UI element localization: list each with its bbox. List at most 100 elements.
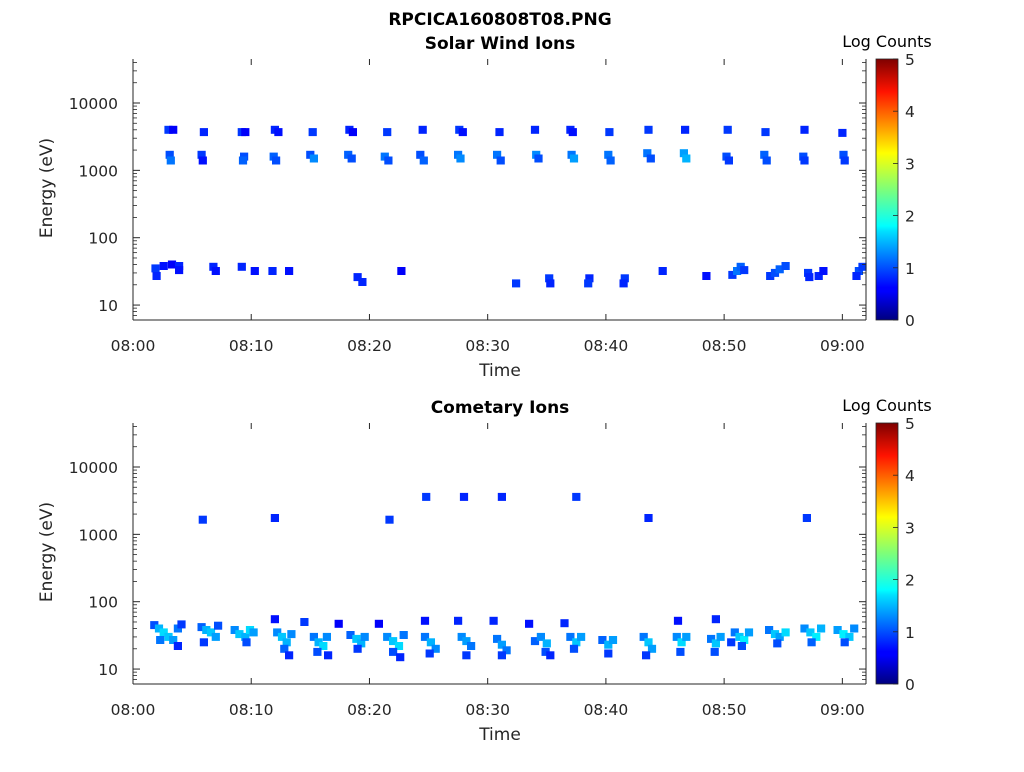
y-tick-label: 1000 [79,526,118,544]
colorbar-tick-label: 2 [905,572,915,590]
heatmap-cell [458,128,467,137]
heatmap-cell [707,634,716,643]
heatmap-cell [728,270,737,279]
heatmap-cell [541,647,550,656]
heatmap-cell [584,279,593,288]
y-tick-label: 10000 [69,459,118,477]
y-tick-label: 10 [98,297,118,315]
heatmap-cell [396,653,405,662]
heatmap-cell [394,642,404,650]
heatmap-cell [177,620,186,629]
panel-cometary-ions: Cometary Ions Time Energy (eV) Log Count… [37,396,932,745]
heatmap-cell [727,638,736,647]
heatmap-cell [270,615,279,624]
heatmap-cell [206,628,216,637]
heatmap-cell [536,632,545,641]
colorbar-tick-label: 0 [905,312,915,330]
heatmap-cell [457,632,466,641]
heatmap-cell [287,630,296,639]
heatmap-cell [211,632,220,641]
heatmap-cell [357,639,366,648]
heatmap-cell [710,647,719,656]
heatmap-cell [812,632,821,641]
heatmap-cell [214,621,223,630]
x-tick-label: 08:10 [229,337,274,355]
heatmap-cell [389,647,398,656]
heatmap-cell [358,278,367,286]
heatmap-cell [568,128,577,137]
heatmap-cell [167,260,177,269]
y-axis-label: Energy (eV) [37,502,57,602]
y-tick-label: 100 [88,230,118,248]
heatmap-cell [534,154,543,163]
heatmap-cell [620,274,629,283]
heatmap-cell [199,128,208,137]
heatmap-cell [569,644,579,653]
heatmap-cell [374,619,383,628]
heatmap-cell [285,267,294,275]
heatmap-cell [854,267,863,275]
heatmap-cell [770,268,780,277]
x-axis-label: Time [478,725,521,745]
heatmap-cell [489,616,498,625]
heatmap-cell [277,632,287,641]
heatmap-cell [770,630,780,639]
colorbar-tick-label: 1 [905,260,915,278]
heatmap-cell [761,128,770,137]
heatmap-cell [845,632,854,641]
heatmap-cell [542,639,551,648]
y-tick-label: 100 [88,594,118,612]
heatmap-cell [572,638,581,647]
heatmap-cell [300,618,309,626]
heatmap-cell [804,268,813,277]
heatmap-cell [152,272,161,280]
heatmap-cell [711,615,720,624]
x-tick-label: 08:00 [111,337,156,355]
colorbar-tick-label: 0 [905,676,915,694]
heatmap-cell [314,638,323,647]
heatmap-cell [585,274,594,283]
heatmap-cell [159,628,168,637]
heatmap-cell [711,639,720,648]
heatmap-cell [545,274,554,283]
heatmap-cell [383,128,392,137]
heatmap-cell [530,637,540,646]
heatmap-cell [819,267,828,275]
x-tick-label: 08:40 [584,337,629,355]
heatmap-cell [807,638,816,647]
heatmap-cell [282,638,291,647]
heatmap-cell [744,628,754,637]
y-tick-label: 1000 [79,162,118,180]
heatmap-cell [858,262,867,271]
heatmap-cell [639,632,648,641]
heatmap-cell [572,492,581,501]
heatmap-cell [619,279,628,288]
heatmap-cell [762,156,771,165]
heatmap-cell [840,156,849,165]
heatmap-cell [211,267,220,275]
heatmap-cell [740,636,749,644]
heatmap-cell [425,649,434,658]
heatmap-cell [348,128,357,137]
heatmap-cell [159,262,168,270]
heatmap-cell [723,125,732,134]
heatmap-cell [272,156,281,165]
heatmap-cell [702,272,711,280]
heatmap-cell [169,125,178,134]
heatmap-cell [806,628,815,637]
heatmap-cell [560,619,569,628]
heatmap-cell [730,628,739,637]
heatmap-cell [604,150,613,159]
heatmap-cell [209,262,218,271]
heatmap-cell [360,632,369,641]
heatmap-cell [724,156,733,165]
y-tick-label: 10 [98,661,118,679]
heatmap-cell [838,128,847,137]
heatmap-cell [569,154,579,163]
colorbar-tick-label: 4 [905,467,915,485]
heatmap-cell [802,514,811,522]
x-tick-label: 08:00 [111,701,156,719]
heatmap-cell [546,279,555,288]
heatmap-cell [647,644,657,653]
heatmap-cell [682,632,691,641]
